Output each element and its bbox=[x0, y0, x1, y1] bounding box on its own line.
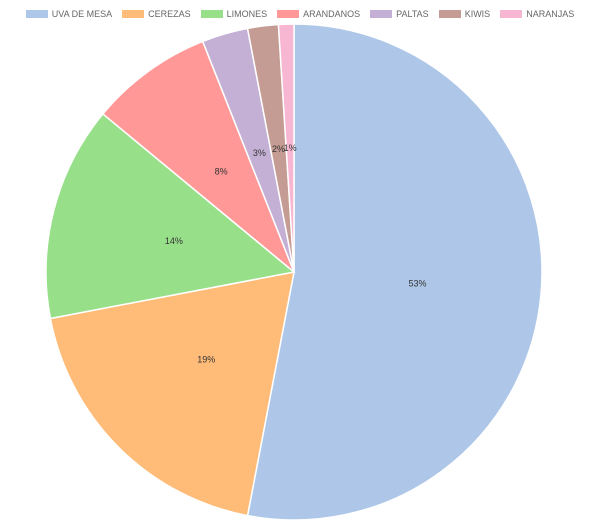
legend-swatch bbox=[277, 10, 300, 18]
legend-label: CEREZAS bbox=[148, 9, 191, 19]
legend-swatch bbox=[438, 10, 461, 18]
legend-label: LIMONES bbox=[226, 9, 268, 19]
slice-label: 53% bbox=[408, 279, 426, 289]
slice-label: 1% bbox=[284, 143, 297, 153]
pie-slice[interactable] bbox=[49, 271, 295, 517]
legend-swatch bbox=[122, 10, 145, 18]
legend-label: KIWIS bbox=[464, 9, 491, 19]
legend-label: UVA DE MESA bbox=[51, 9, 113, 19]
slice-label: 3% bbox=[253, 148, 266, 158]
legend-label: ARANDANOS bbox=[303, 9, 361, 19]
legend-label: NARANJAS bbox=[526, 9, 575, 19]
legend-item[interactable]: LIMONES bbox=[200, 9, 268, 19]
pie-slice[interactable] bbox=[45, 112, 296, 320]
slice-label: 14% bbox=[165, 236, 183, 246]
slice-label: 19% bbox=[197, 355, 215, 365]
pie-slice[interactable] bbox=[101, 40, 295, 273]
legend-item[interactable]: NARANJAS bbox=[500, 9, 574, 19]
slice-label: 8% bbox=[215, 167, 228, 177]
legend-item[interactable]: PALTAS bbox=[370, 9, 429, 19]
pie-slice[interactable] bbox=[246, 23, 543, 521]
pie-slices bbox=[45, 23, 543, 521]
pie-labels: 53% 19% 14% 8% 3% 2%1% bbox=[165, 143, 427, 365]
legend-label: PALTAS bbox=[396, 9, 429, 19]
legend-item[interactable]: ARANDANOS bbox=[277, 9, 360, 19]
legend-item[interactable]: KIWIS bbox=[438, 9, 491, 19]
legend-swatch bbox=[25, 10, 48, 18]
legend-swatch bbox=[500, 10, 523, 18]
legend-item[interactable]: CEREZAS bbox=[122, 9, 191, 19]
legend-swatch bbox=[370, 10, 393, 18]
legend-swatch bbox=[200, 10, 223, 18]
pie-slice[interactable] bbox=[277, 23, 295, 273]
legend-item[interactable]: UVA DE MESA bbox=[25, 9, 113, 19]
slice-label: 2% bbox=[272, 144, 285, 154]
chart-legend: UVA DE MESA CEREZAS LIMONES ARANDANOS PALTAS… bbox=[0, 6, 600, 22]
